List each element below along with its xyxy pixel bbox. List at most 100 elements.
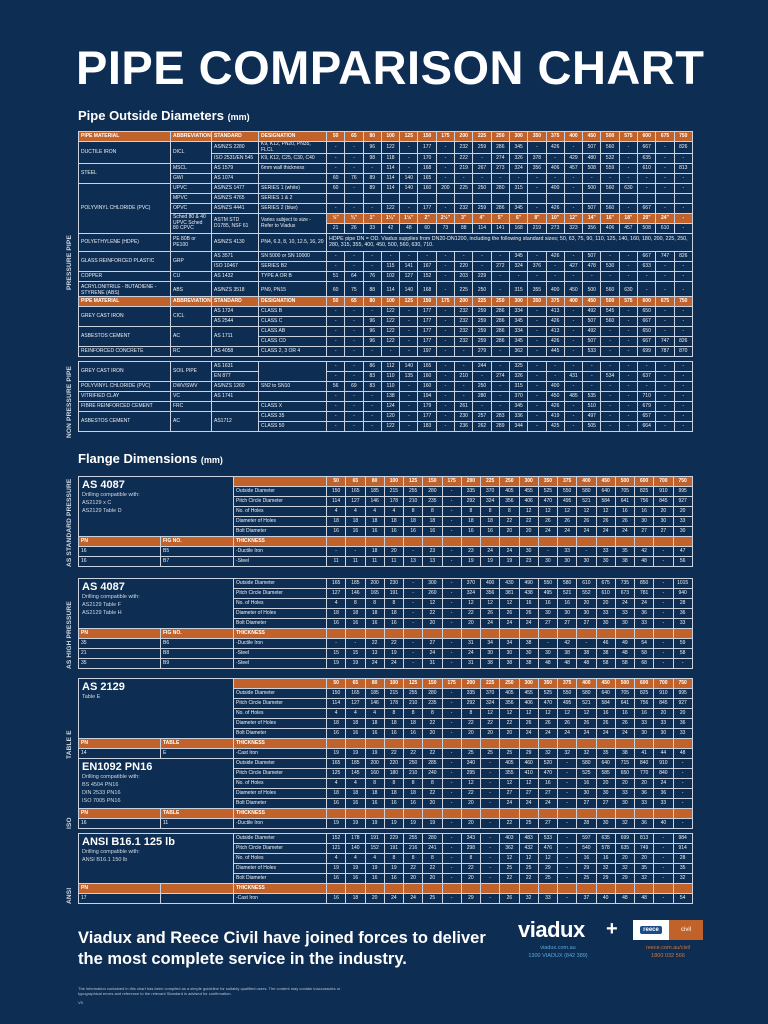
value-cell: 16: [345, 798, 366, 809]
value-cell: 262: [472, 421, 492, 432]
value-cell: 315: [508, 183, 529, 195]
value-cell: 26: [518, 608, 539, 619]
size-header: 125: [399, 131, 419, 142]
value-cell: -: [399, 203, 419, 215]
value-cell: 34: [499, 638, 520, 649]
value-cell: -: [653, 588, 674, 599]
value-cell: [673, 193, 693, 205]
blank-cell: [479, 536, 501, 547]
pn-cell: 14: [78, 748, 161, 759]
value-cell: -: [435, 326, 456, 337]
blank-cell: [556, 883, 578, 894]
value-cell: 8: [402, 708, 424, 719]
value-cell: 30: [576, 788, 597, 799]
value-cell: 30: [556, 608, 578, 619]
value-cell: 127: [345, 698, 366, 709]
value-cell: -: [653, 546, 674, 557]
reece-url[interactable]: reece.com.au/civil: [645, 945, 691, 951]
designation-cell: K9, K12, C25, C30, C40: [258, 153, 327, 165]
value-cell: 33: [634, 798, 655, 809]
param-label: Pitch Circle Diameter: [233, 768, 328, 779]
blank-cell: [422, 738, 443, 749]
value-cell: -: [673, 153, 693, 165]
flange-side-label: ANSI: [66, 887, 73, 904]
value-cell: -: [435, 173, 456, 185]
value-cell: 8: [383, 598, 405, 609]
blank-cell: [556, 628, 578, 639]
param-row: No. of Holes 4 4 4 8 8 8-8-12 12 12-16 16 20 20-28: [79, 853, 693, 864]
value-cell: -: [325, 391, 346, 402]
standard-cell: AS 1741: [211, 391, 259, 402]
flange-standard-title: AS 4087: [82, 479, 125, 491]
table-row: 21 26 33 42 48 60 73 88 114 141 168 219 273 323 356 406…: [79, 223, 693, 235]
value-cell: -: [454, 391, 474, 402]
value-cell: -: [673, 306, 693, 317]
value-cell: 12: [499, 598, 520, 609]
size-header: 125: [402, 476, 424, 487]
value-cell: [417, 193, 437, 205]
value-cell: 140: [399, 173, 419, 185]
value-cell: 3": [454, 213, 474, 225]
value-cell: 25: [537, 873, 559, 884]
value-cell: 26: [614, 516, 636, 527]
value-cell: 495: [537, 588, 559, 599]
param-row: EN1092 PN16 Drilling compatible with: BS 4…: [77, 758, 693, 809]
value-cell: 4: [325, 598, 347, 609]
table-row: ASBESTOS CEMENT AC AS 1711 CLASS AB - -96 122-…: [78, 326, 693, 347]
value-cell: 122: [380, 336, 401, 347]
column-header: PIPE MATERIAL: [78, 296, 171, 307]
value-cell: -: [344, 163, 364, 175]
value-cell: 15: [325, 648, 347, 659]
value-cell: 19: [325, 863, 347, 874]
value-cell: 26: [537, 718, 559, 729]
value-cell: 16: [383, 618, 405, 629]
value-cell: -: [655, 361, 675, 372]
value-cell: 825: [633, 486, 655, 497]
value-cell: 324: [479, 698, 501, 709]
value-cell: -: [472, 371, 492, 382]
value-cell: 24: [402, 893, 424, 904]
value-cell: 8: [364, 778, 385, 789]
value-cell: 24: [614, 728, 636, 739]
flange-side-label: AS HIGH PRESSURE: [66, 601, 73, 669]
flange-standard-title: AS 4087: [82, 581, 125, 593]
value-cell: -: [556, 833, 578, 844]
value-cell: -: [399, 391, 419, 402]
value-cell: 356: [479, 588, 501, 599]
material-cell: -Steel: [233, 658, 327, 669]
material-cell: -Ductile Iron: [233, 818, 328, 829]
viadux-url[interactable]: viadux.com.au: [540, 945, 576, 951]
value-cell: 48: [556, 658, 578, 669]
pn-cell: 16: [78, 556, 161, 567]
blank-cell: [383, 628, 405, 639]
value-cell: -: [325, 140, 346, 155]
value-cell: 470: [537, 768, 559, 779]
value-cell: 20: [595, 598, 616, 609]
value-cell: 30: [556, 556, 578, 567]
value-cell: 76: [362, 271, 382, 283]
standard-cell: [211, 401, 259, 412]
value-cell: 24: [518, 798, 539, 809]
value-cell: 286: [490, 306, 510, 317]
value-cell: 18: [402, 516, 424, 527]
value-cell: 4: [364, 708, 385, 719]
value-cell: 20: [479, 728, 501, 739]
value-cell: 19: [460, 556, 482, 567]
value-cell: 255: [402, 486, 424, 497]
value-cell: -: [600, 336, 620, 347]
value-cell: 32: [595, 863, 616, 874]
value-cell: 23: [518, 556, 539, 567]
size-header: 250: [499, 678, 520, 689]
value-cell: -: [527, 140, 547, 155]
value-cell: -: [618, 261, 639, 273]
value-cell: 232: [454, 336, 474, 347]
value-cell: 18: [402, 718, 424, 729]
size-header: 200: [454, 296, 474, 307]
value-cell: -: [344, 391, 364, 402]
param-label: Pitch Circle Diameter: [233, 588, 327, 599]
value-cell: 194: [417, 391, 437, 402]
value-cell: 4: [345, 853, 366, 864]
value-cell: 289: [490, 421, 510, 432]
value-cell: -: [325, 203, 346, 215]
value-cell: 170: [417, 153, 437, 165]
